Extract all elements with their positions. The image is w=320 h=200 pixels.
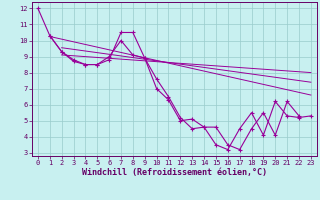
- X-axis label: Windchill (Refroidissement éolien,°C): Windchill (Refroidissement éolien,°C): [82, 168, 267, 177]
